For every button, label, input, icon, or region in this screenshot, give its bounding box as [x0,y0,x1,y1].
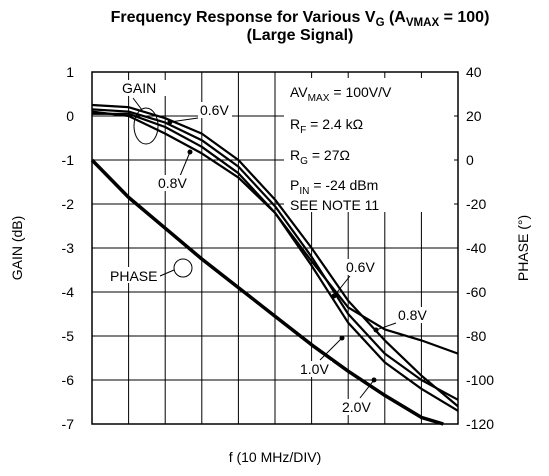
y2-tick-label: -40 [466,240,486,256]
rich-text: RG = 27Ω [290,147,350,167]
phase-leader [159,269,175,277]
phase-label: PHASE [110,268,157,284]
label-bg [344,259,378,275]
y2-tick-label: 40 [466,64,482,80]
y2-tick-label: 0 [466,152,474,168]
y2-tick-label: -120 [466,416,494,432]
x-axis-label: f (10 MHz/DIV) [229,449,322,465]
leader-line [169,117,199,123]
text-part: MAX [308,93,330,104]
series-label: 0.8V [158,175,187,191]
text-part: IN [299,186,309,197]
leader-line [333,275,351,297]
y2-tick-label: -60 [466,284,486,300]
text-part: AV [290,84,308,100]
text-part: G [300,156,308,167]
label-bg [108,267,160,283]
y-tick-label: -2 [62,196,75,212]
rich-text: SEE NOTE 11 [290,197,379,213]
text-part: Frequency Response for Various V [111,9,376,26]
label-bg [298,361,332,377]
gain-label: GAIN [122,80,156,96]
leader-dot [373,327,379,333]
text-part: G [376,17,385,29]
series-line [91,103,459,408]
rich-text: Frequency Response for Various VG (AVMAX… [111,9,490,29]
leader-dot [331,293,337,299]
text-part: F [300,125,306,136]
text-part: VMAX [406,17,440,29]
leader-dot [339,335,345,341]
y-tick-label: -5 [62,328,75,344]
y-tick-label: 1 [66,64,74,80]
series-line [91,108,459,401]
plot-frame [91,71,459,425]
leader-dot [167,119,173,125]
series-label: 1.0V [300,361,329,377]
text-part: R [290,116,300,132]
y2-tick-label: 20 [466,108,482,124]
series-line [90,158,444,426]
series-label: 0.6V [200,102,229,118]
text-part: P [290,177,299,193]
series-label: 2.0V [342,399,371,415]
y2-axis-label: PHASE (°) [515,215,531,281]
text-part: = 100) [439,9,489,26]
leader-dot [187,149,193,155]
rich-text: RF = 2.4 kΩ [290,116,363,136]
leader-line [359,379,375,399]
gain-callout [133,107,159,145]
y-tick-label: -7 [62,416,75,432]
text-part: = 100V/V [329,84,392,100]
label-bg [340,399,374,415]
y-tick-label: -3 [62,240,75,256]
label-bg [156,175,190,191]
label-bg [396,307,430,323]
label-bg [198,102,232,118]
label-bg [120,80,166,96]
series-label: 0.8V [398,307,427,323]
text-part: = -24 dBm [309,177,378,193]
y-tick-label: -1 [62,152,75,168]
leader-line [319,337,343,361]
subtitle: (Large Signal) [247,27,354,44]
series-line [92,112,459,412]
text-part: = 27Ω [308,147,350,163]
y-tick-label: -4 [62,284,75,300]
gain-leader [132,97,143,111]
y2-tick-label: -20 [466,196,486,212]
leader-dot [371,377,377,383]
y2-tick-label: -80 [466,328,486,344]
y-tick-label: 0 [66,108,74,124]
phase-callout [173,258,193,278]
y2-tick-label: -100 [466,372,494,388]
y-axis-label: GAIN (dB) [9,216,25,281]
leader-line [375,322,397,331]
rich-text: PIN = -24 dBm [290,177,378,197]
leader-line [179,151,191,177]
text-part: = 2.4 kΩ [306,116,363,132]
text-part: R [290,147,300,163]
text-part: (A [385,9,407,26]
text-part: SEE NOTE 11 [290,197,379,213]
condition-box [284,78,454,212]
series-label: 0.6V [346,259,375,275]
rich-text: AVMAX = 100V/V [290,84,392,104]
y-tick-label: -6 [62,372,75,388]
